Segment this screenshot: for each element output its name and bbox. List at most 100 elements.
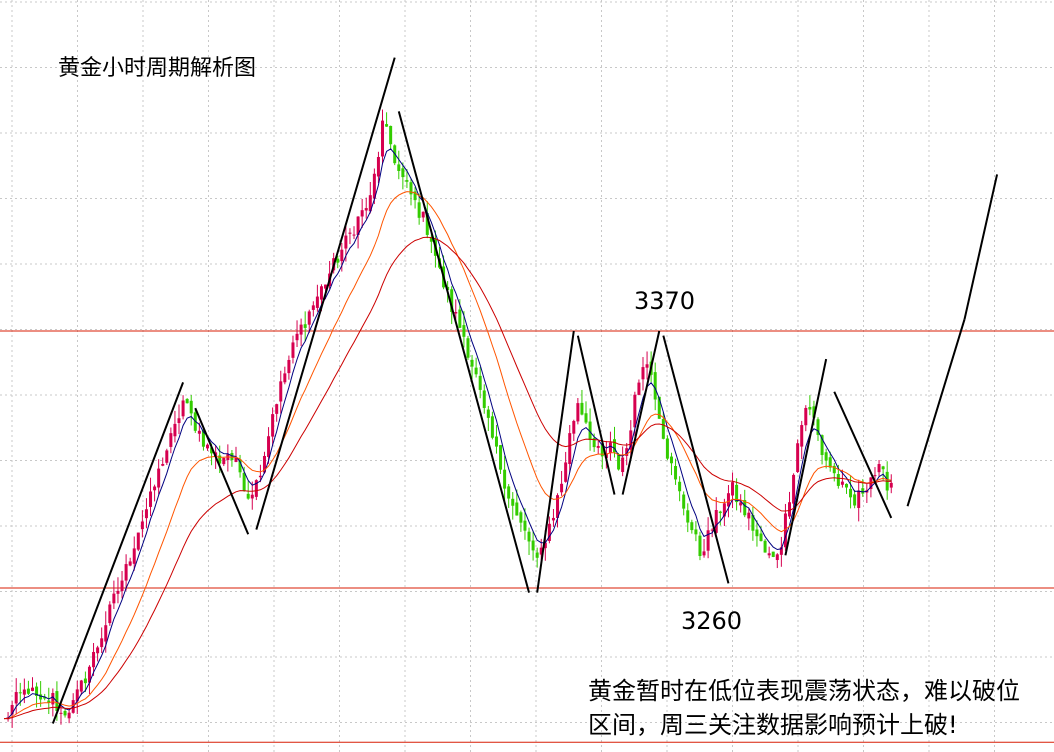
candle-down: [661, 418, 665, 439]
candle-down: [429, 237, 433, 242]
candle-up: [51, 693, 55, 705]
candle-up: [731, 482, 735, 496]
candle-up: [551, 517, 555, 521]
candle-down: [189, 400, 193, 414]
candle-down: [698, 535, 702, 557]
candle-up: [714, 510, 718, 533]
candle-down: [665, 438, 669, 459]
candle-up: [128, 561, 132, 566]
candle-down: [674, 465, 678, 480]
candle-down: [466, 338, 470, 358]
candle-up: [108, 604, 112, 624]
candle-down: [499, 445, 503, 470]
candle-up: [739, 502, 743, 506]
candle-up: [340, 249, 344, 262]
candle-down: [417, 202, 421, 218]
trend-line: [662, 335, 730, 584]
candle-up: [222, 457, 226, 465]
candle-up: [360, 210, 364, 217]
candle-up: [364, 208, 368, 211]
candle-down: [592, 438, 596, 448]
candle-up: [368, 195, 372, 212]
candle-up: [792, 474, 796, 504]
candle-up: [271, 414, 275, 437]
candle-up: [800, 425, 804, 447]
candle-up: [307, 311, 311, 325]
candle-down: [18, 692, 22, 694]
candle-down: [836, 474, 840, 486]
candle-down: [230, 453, 234, 461]
candle-down: [531, 540, 535, 551]
candle-up: [783, 513, 787, 548]
candle-down: [63, 710, 67, 716]
candle-down: [458, 309, 462, 328]
candle-up: [136, 532, 140, 550]
candle-up: [311, 305, 315, 310]
candle-up: [454, 311, 458, 314]
trend-line: [397, 111, 530, 593]
candle-down: [83, 678, 87, 684]
candle-up: [315, 296, 319, 308]
candle-up: [767, 553, 771, 556]
candle-up: [144, 509, 148, 519]
candle-down: [35, 686, 39, 696]
candle-up: [10, 704, 14, 715]
candle-down: [613, 439, 616, 453]
candle-up: [572, 420, 576, 434]
candle-up: [857, 490, 861, 508]
candle-down: [657, 396, 661, 419]
candle-up: [722, 503, 726, 517]
candle-up: [96, 647, 100, 654]
candle-down: [759, 533, 763, 542]
candle-up: [633, 394, 637, 428]
candle-up: [79, 680, 83, 692]
candle-up: [547, 523, 551, 542]
candle-up: [710, 529, 714, 531]
candle-up: [889, 482, 893, 488]
candle-down: [523, 520, 527, 531]
candle-down: [861, 488, 865, 494]
candle-up: [206, 444, 209, 449]
candle-down: [413, 191, 417, 201]
candle-up: [576, 403, 580, 422]
candle-up: [59, 712, 63, 714]
candle-down: [405, 180, 409, 182]
candle-down: [653, 372, 657, 400]
candle-down: [511, 498, 515, 506]
candle-up: [87, 666, 91, 683]
candle-up: [779, 547, 783, 555]
candle-up: [372, 173, 376, 199]
candle-up: [299, 324, 303, 335]
candle-down: [743, 500, 747, 516]
candle-up: [197, 430, 201, 434]
candle-up: [381, 120, 385, 157]
trend-line: [51, 382, 185, 724]
candle-up: [348, 232, 352, 234]
candle-down: [486, 409, 490, 418]
analysis-note-line-2: 区间，周三关注数据影响预计上破!: [588, 711, 958, 739]
candle-down: [853, 494, 857, 506]
ma-mid-line: [3, 191, 892, 720]
candle-up: [788, 502, 792, 517]
candle-up: [568, 433, 572, 465]
candle-down: [820, 435, 824, 456]
ma-slow-line: [4, 236, 892, 720]
candle-up: [124, 564, 128, 581]
candle-down: [401, 168, 405, 178]
candle-down: [185, 398, 189, 404]
candle-up: [775, 554, 779, 561]
candle-up: [621, 457, 625, 473]
candle-down: [409, 182, 413, 195]
analysis-note: 黄金暂时在低位表现震荡状态，难以破位 区间，周三关注数据影响预计上破!: [588, 674, 1020, 742]
candle-up: [608, 442, 612, 454]
candle-down: [389, 125, 393, 145]
candle-up: [275, 404, 279, 414]
candle-up: [157, 468, 161, 488]
candlesticks: [6, 109, 893, 728]
candle-up: [706, 530, 710, 551]
candle-up: [295, 333, 299, 341]
candle-up: [181, 400, 185, 417]
candle-down: [385, 124, 389, 127]
candle-down: [210, 447, 214, 454]
